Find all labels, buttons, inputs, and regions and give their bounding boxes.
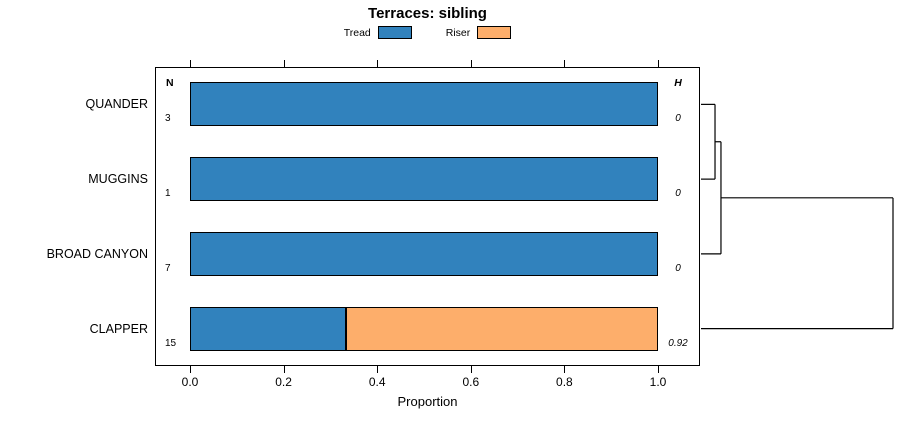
bar-segment-tread	[190, 306, 346, 351]
x-axis-tick-top	[283, 60, 285, 67]
n-value-label: 3	[165, 113, 171, 125]
x-tick-label: 0.4	[368, 375, 386, 389]
legend-swatch-tread	[377, 26, 412, 39]
x-tick-label: 0.8	[556, 375, 573, 389]
h-value-label: 0.92	[668, 337, 688, 349]
h-value-label: 0	[675, 262, 681, 274]
x-axis-tick-top	[377, 60, 379, 67]
bar-segment-tread	[190, 82, 658, 127]
category-label: CLAPPER	[89, 321, 148, 336]
x-axis-label: Proportion	[397, 394, 458, 409]
legend-label-riser: Riser	[445, 26, 471, 39]
bar-segment-riser	[345, 306, 658, 351]
x-axis-tick-bottom	[564, 366, 566, 373]
category-label: MUGGINS	[88, 172, 148, 187]
category-label: BROAD CANYON	[46, 246, 148, 261]
x-tick-label: 0.0	[181, 375, 199, 389]
n-column-header: N	[166, 77, 174, 89]
n-value-label: 1	[165, 188, 171, 200]
bar-segment-tread	[190, 231, 658, 276]
h-value-label: 0	[675, 113, 681, 125]
plot-area	[155, 67, 700, 366]
x-axis-tick-bottom	[377, 366, 379, 373]
chart-title: Terraces: sibling	[368, 5, 487, 22]
x-axis-tick-bottom	[658, 366, 659, 373]
legend-item-tread: Tread	[344, 26, 412, 39]
h-column-header: H	[674, 77, 682, 89]
x-axis-tick-bottom	[283, 366, 285, 373]
bar-segment-tread	[190, 157, 658, 202]
legend-label-tread: Tread	[343, 26, 371, 39]
x-axis-tick-bottom	[470, 366, 472, 373]
x-tick-label: 0.6	[462, 375, 480, 389]
x-axis-tick-top	[190, 60, 191, 67]
category-label: QUANDER	[85, 97, 148, 112]
x-tick-label: 1.0	[649, 375, 667, 389]
x-axis-tick-top	[658, 60, 659, 67]
legend: Tread Riser	[155, 26, 700, 39]
x-tick-label: 0.2	[275, 375, 292, 389]
n-value-label: 7	[165, 262, 171, 274]
h-value-label: 0	[675, 188, 681, 200]
legend-swatch-riser	[477, 26, 512, 39]
n-value-label: 15	[165, 337, 177, 349]
x-axis-tick-top	[470, 60, 472, 67]
x-axis-tick-bottom	[190, 366, 191, 373]
legend-item-riser: Riser	[446, 26, 512, 39]
x-axis-tick-top	[564, 60, 566, 67]
